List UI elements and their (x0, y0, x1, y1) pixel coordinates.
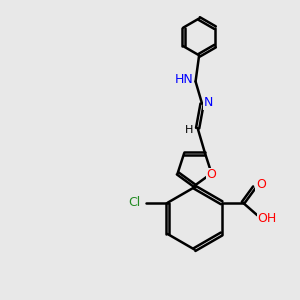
Text: O: O (207, 168, 217, 181)
Text: Cl: Cl (129, 196, 141, 209)
Text: HN: HN (174, 73, 193, 86)
Text: H: H (185, 124, 194, 135)
Text: N: N (203, 96, 213, 109)
Text: O: O (256, 178, 266, 191)
Text: OH: OH (257, 212, 276, 225)
